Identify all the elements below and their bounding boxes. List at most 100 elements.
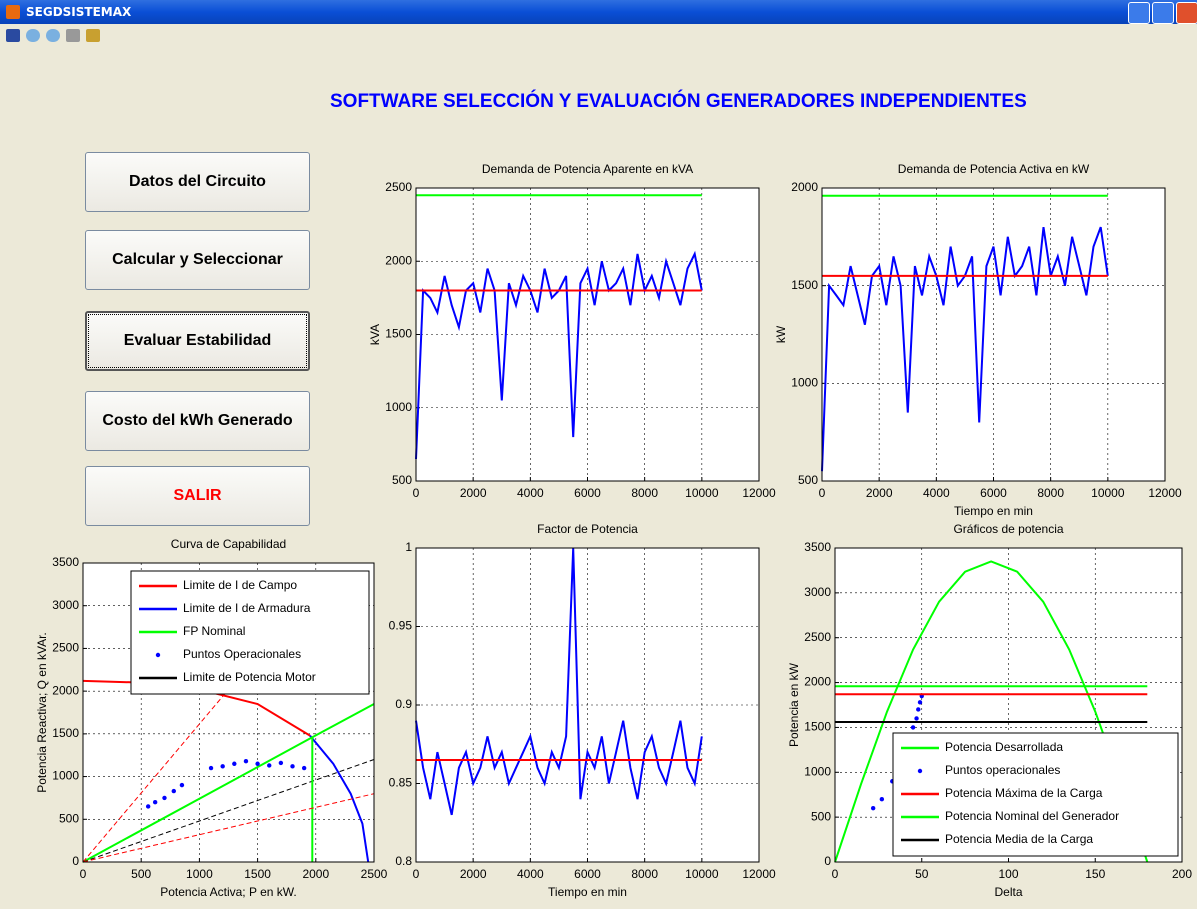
button[interactable]: SALIR <box>85 466 310 526</box>
legend-label: FP Nominal <box>183 624 245 638</box>
edit-icon[interactable] <box>86 29 100 42</box>
data-line <box>834 560 1149 863</box>
x-tick-label: 200 <box>1172 867 1192 881</box>
chart-title: Demanda de Potencia Activa en kW <box>898 162 1090 176</box>
y-tick-label: 1000 <box>791 376 818 390</box>
y-tick-label: 500 <box>392 473 412 487</box>
y-tick-label: 2000 <box>804 675 831 689</box>
y-tick-label: 0.95 <box>389 619 413 633</box>
y-tick-label: 1500 <box>52 726 79 740</box>
plot-frame <box>821 187 1166 482</box>
data-point <box>879 797 885 802</box>
legend-label: Puntos Operacionales <box>183 647 301 661</box>
data-point <box>255 761 260 766</box>
button[interactable]: Calcular y Seleccionar <box>85 230 310 290</box>
legend-label: Potencia Desarrollada <box>945 740 1063 754</box>
button[interactable]: Datos del Circuito <box>85 152 310 212</box>
y-tick-label: 0 <box>824 854 831 868</box>
x-tick-label: 500 <box>131 867 151 881</box>
data-point <box>870 805 876 811</box>
legend-label: Potencia Máxima de la Carga <box>945 786 1103 800</box>
save-icon[interactable] <box>6 29 20 42</box>
minimize-button[interactable] <box>1128 2 1150 24</box>
x-tick-label: 2000 <box>302 867 329 881</box>
main-title: SOFTWARE SELECCIÓN Y EVALUACIÓN GENERADO… <box>330 91 1027 112</box>
close-button[interactable] <box>1176 2 1197 24</box>
y-tick-label: 0 <box>72 854 79 868</box>
data-point <box>914 716 919 721</box>
x-tick-label: 2000 <box>866 486 893 500</box>
window-title: SEGDSISTEMAX <box>26 5 132 19</box>
y-tick-label: 1500 <box>804 720 831 734</box>
x-axis-label: Tiempo en min <box>548 885 627 899</box>
x-tick-label: 1500 <box>244 867 271 881</box>
toolbar <box>0 24 1197 46</box>
y-tick-label: 2000 <box>791 180 818 194</box>
x-tick-label: 1000 <box>186 867 213 881</box>
x-tick-label: 0 <box>80 867 87 881</box>
x-tick-label: 12000 <box>742 486 776 500</box>
y-axis-label: kW <box>774 325 788 343</box>
button[interactable]: Evaluar Estabilidad <box>85 311 310 371</box>
data-line <box>82 793 375 863</box>
data-point <box>917 700 923 705</box>
chart-title: Demanda de Potencia Aparente en kVA <box>482 162 693 176</box>
button[interactable]: Costo del kWh Generado <box>85 391 310 451</box>
app-icon <box>6 5 20 19</box>
data-point <box>267 763 272 768</box>
y-tick-label: 0.85 <box>389 776 413 790</box>
x-tick-label: 8000 <box>1037 486 1064 500</box>
y-tick-label: 1000 <box>804 764 831 778</box>
y-tick-label: 3500 <box>804 540 831 554</box>
y-tick-label: 0.8 <box>395 854 412 868</box>
legend-label: Limite de I de Campo <box>183 578 297 592</box>
data-point <box>910 725 916 730</box>
data-line <box>82 759 375 863</box>
data-line <box>415 547 703 816</box>
x-tick-label: 12000 <box>742 867 776 881</box>
data-point <box>916 707 921 712</box>
y-tick-label: 500 <box>798 473 818 487</box>
x-tick-label: 100 <box>998 867 1018 881</box>
title-bar: SEGDSISTEMAX <box>0 0 1197 24</box>
x-tick-label: 50 <box>915 867 929 881</box>
print-icon[interactable] <box>66 29 80 42</box>
data-point <box>243 758 249 764</box>
y-tick-label: 1500 <box>385 327 412 341</box>
x-tick-label: 10000 <box>685 867 719 881</box>
x-tick-label: 0 <box>413 486 420 500</box>
data-point <box>208 765 214 771</box>
chart-title: Factor de Potencia <box>537 522 638 536</box>
zoom-in-icon[interactable] <box>26 29 40 42</box>
data-point <box>278 760 284 766</box>
y-axis-label: Potencia en kW <box>787 662 801 747</box>
x-tick-label: 0 <box>413 867 420 881</box>
y-axis-label: Potencia Reactiva; Q en kVAr. <box>35 632 49 793</box>
chart-title: Gráficos de potencia <box>953 522 1063 536</box>
data-point <box>232 761 237 766</box>
data-point <box>162 795 167 801</box>
plot-frame <box>415 187 760 482</box>
y-tick-label: 1500 <box>791 278 818 292</box>
x-tick-label: 4000 <box>923 486 950 500</box>
x-tick-label: 4000 <box>517 867 544 881</box>
legend-marker <box>917 768 923 774</box>
y-tick-label: 1 <box>405 540 412 554</box>
plot-frame <box>82 562 375 863</box>
x-tick-label: 150 <box>1085 867 1105 881</box>
y-tick-label: 1000 <box>52 769 79 783</box>
y-tick-label: 3000 <box>52 598 79 612</box>
x-tick-label: 4000 <box>517 486 544 500</box>
x-tick-label: 10000 <box>685 486 719 500</box>
legend-marker <box>155 652 161 658</box>
x-tick-label: 12000 <box>1148 486 1182 500</box>
zoom-out-icon[interactable] <box>46 29 60 42</box>
data-point <box>171 788 176 794</box>
data-line <box>309 734 370 863</box>
x-tick-label: 10000 <box>1091 486 1125 500</box>
maximize-button[interactable] <box>1152 2 1174 24</box>
x-tick-label: 6000 <box>980 486 1007 500</box>
legend-label: Potencia Nominal del Generador <box>945 809 1119 823</box>
